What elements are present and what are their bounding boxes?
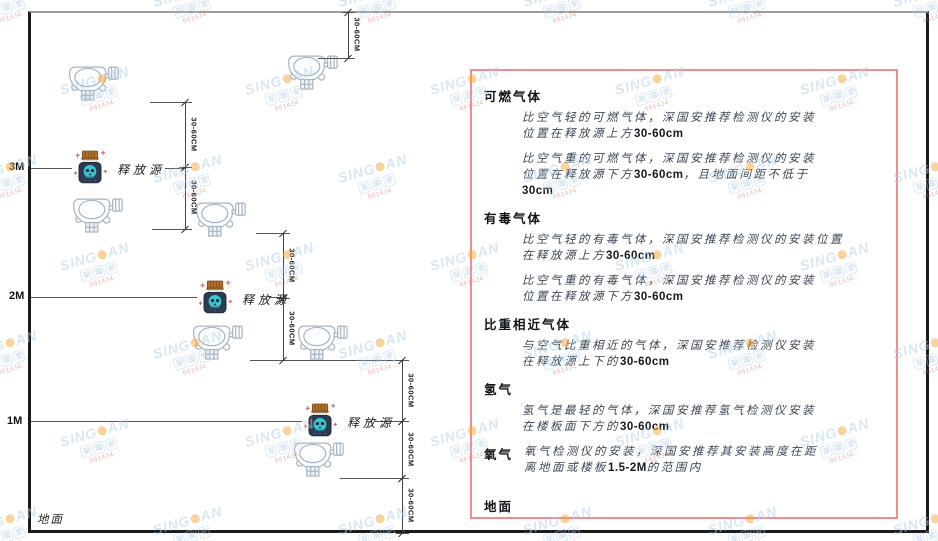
dimension-line [283, 233, 284, 298]
gas-detector-icon [286, 50, 338, 90]
gas-detector-icon [194, 197, 246, 237]
release-source-icon [303, 402, 337, 440]
section-paragraph: 与空气比重相近的气体，深国安推荐检测仪安装 在释放源上下的30-60cm [522, 340, 816, 368]
leader-line [165, 168, 184, 169]
release-source-icon [73, 149, 107, 187]
height-label-1m: 1M [7, 415, 23, 427]
guide-sections: 可燃气体比空气轻的可燃气体，深国安推荐检测仪的安装 位置在释放源上方30-60cm… [484, 86, 884, 517]
release-source-label: 释放源 [347, 416, 396, 430]
brand-dot-icon [4, 513, 17, 525]
section-heading: 可燃气体 [484, 90, 543, 104]
dimension-label: 30-60CM [406, 432, 416, 467]
dimension-label: 30-60CM [406, 373, 416, 408]
section-paragraph: 氧气检测仪的安装，深国安推荐其安装高度在距 离地面或楼板1.5-2M的范围内 [524, 446, 818, 474]
dimension-label: 30-60CM [287, 248, 297, 283]
dimension-line [402, 360, 403, 421]
dimension-label: 30-60CM [189, 117, 199, 152]
dimension-label: 30-60CM [406, 488, 416, 523]
leader-line [31, 168, 72, 169]
guideline-panel: 可燃气体比空气轻的可燃气体，深国安推荐检测仪的安装 位置在释放源上方30-60cm… [470, 69, 898, 519]
section-heading: 氢气 [484, 383, 514, 397]
release-source-icon [198, 279, 232, 317]
brand-dot-icon [4, 337, 17, 349]
release-source-label: 释放源 [242, 293, 291, 307]
leader-line [152, 229, 184, 230]
leader-line [150, 102, 184, 103]
room-outline [28, 11, 929, 533]
dimension-line [348, 12, 349, 58]
guide-section: 氧气 氧气检测仪的安装，深国安推荐其安装高度在距 离地面或楼板1.5-2M的范围内 [484, 444, 884, 480]
gas-detector-icon [191, 320, 243, 360]
section-paragraph: 比空气重的有毒气体，深国安推荐检测仪的安装 位置在释放源下方30-60cm [522, 275, 816, 303]
section-paragraph: 氢气是最轻的气体，深国安推荐氢气检测仪安装 在楼板面下方的30-60cm [522, 405, 816, 433]
leader-line [340, 478, 401, 479]
height-label-3m: 3M [9, 161, 25, 173]
leader-line [256, 233, 282, 234]
dimension-line [185, 167, 186, 229]
brand-dot-icon [929, 161, 938, 173]
gas-detector-icon [292, 437, 344, 477]
release-source-label: 释放源 [117, 163, 166, 177]
dimension-line [185, 102, 186, 167]
dimension-line [402, 478, 403, 533]
dimension-line [283, 298, 284, 360]
brand-dot-icon [929, 337, 938, 349]
leader-line [375, 421, 401, 422]
leader-line [318, 58, 347, 59]
leader-line [31, 297, 197, 298]
dimension-label: 30-60CM [352, 17, 362, 52]
section-paragraph: 比空气轻的有毒气体，深国安推荐检测仪的安装位置 在释放源上方30-60cm [522, 234, 844, 262]
dimension-line [402, 421, 403, 478]
ground-label: 地面 [37, 514, 64, 526]
dimension-label: 30-60CM [189, 180, 199, 215]
section-heading: 有毒气体 [484, 212, 543, 226]
section-paragraph: 比空气轻的可燃气体，深国安推荐检测仪的安装 位置在释放源上方30-60cm [522, 112, 816, 140]
leader-line [250, 360, 401, 361]
section-heading: 氧气 [484, 448, 514, 462]
section-paragraph: 比空气重的可燃气体，深国安推荐检测仪的安装 位置在释放源下方30-60cm，且地面… [522, 153, 816, 197]
leader-line [270, 297, 282, 298]
section-heading: 比重相近气体 [484, 318, 572, 332]
gas-detector-icon [71, 193, 123, 233]
gas-detector-icon [67, 61, 119, 101]
gas-detector-icon [296, 320, 348, 360]
section-heading: 地面 [484, 500, 514, 514]
leader-line [31, 421, 302, 422]
dimension-label: 30-60CM [287, 311, 297, 346]
brand-dot-icon [929, 513, 938, 525]
height-label-2m: 2M [9, 290, 25, 302]
